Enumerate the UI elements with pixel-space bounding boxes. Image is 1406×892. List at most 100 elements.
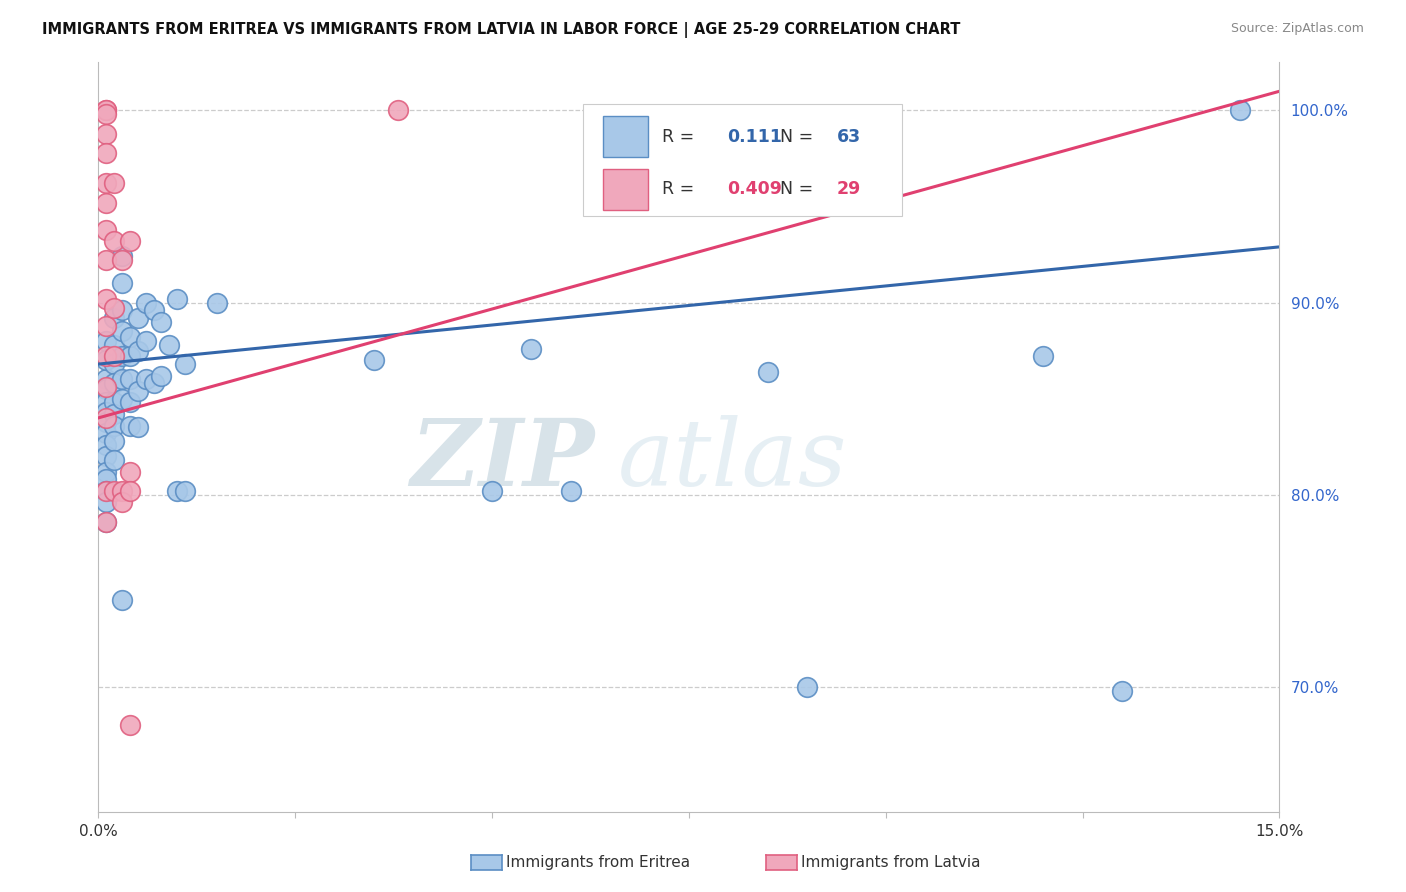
Point — [96, 450, 118, 464]
Text: 0.111: 0.111 — [727, 128, 782, 145]
Point — [111, 350, 134, 364]
Point — [96, 195, 118, 210]
Point — [103, 338, 125, 352]
Point — [96, 222, 118, 236]
Point — [103, 434, 125, 448]
Point — [103, 376, 125, 391]
Point — [96, 350, 118, 364]
Point — [96, 472, 118, 486]
FancyBboxPatch shape — [582, 103, 901, 216]
Point — [111, 392, 134, 406]
Point — [103, 395, 125, 409]
Point — [96, 292, 118, 306]
Point — [1229, 103, 1251, 118]
Point — [1111, 683, 1133, 698]
Point — [150, 368, 173, 383]
Point — [96, 103, 118, 118]
Point — [96, 353, 118, 368]
Point — [796, 680, 818, 694]
Point — [118, 350, 141, 364]
Point — [127, 310, 149, 325]
Point — [127, 384, 149, 398]
Point — [96, 483, 118, 498]
Point — [166, 292, 188, 306]
Point — [96, 438, 118, 452]
Point — [111, 593, 134, 607]
Point — [111, 253, 134, 268]
Point — [174, 357, 197, 371]
Point — [96, 465, 118, 479]
Point — [118, 372, 141, 386]
Point — [756, 365, 779, 379]
Point — [96, 103, 118, 118]
Point — [481, 483, 503, 498]
Text: Immigrants from Latvia: Immigrants from Latvia — [801, 855, 981, 870]
Point — [118, 718, 141, 732]
Point — [96, 426, 118, 441]
Point — [103, 407, 125, 421]
Point — [118, 418, 141, 433]
Point — [96, 372, 118, 386]
Point — [166, 483, 188, 498]
Point — [111, 303, 134, 318]
Point — [118, 330, 141, 344]
Point — [127, 343, 149, 358]
Point — [103, 234, 125, 248]
Point — [96, 127, 118, 141]
Text: Source: ZipAtlas.com: Source: ZipAtlas.com — [1230, 22, 1364, 36]
Point — [96, 177, 118, 191]
Point — [135, 295, 157, 310]
Point — [96, 395, 118, 409]
Point — [96, 380, 118, 394]
Point — [111, 325, 134, 339]
Point — [111, 250, 134, 264]
Text: 29: 29 — [837, 180, 860, 198]
Point — [103, 177, 125, 191]
Point — [96, 405, 118, 419]
Point — [103, 453, 125, 467]
Point — [111, 483, 134, 498]
Text: N =: N = — [780, 128, 818, 145]
Point — [150, 315, 173, 329]
Point — [96, 107, 118, 121]
Point — [111, 372, 134, 386]
Point — [127, 420, 149, 434]
Point — [96, 382, 118, 396]
Point — [1032, 350, 1054, 364]
Text: atlas: atlas — [619, 415, 848, 505]
Text: 0.409: 0.409 — [727, 180, 782, 198]
Point — [96, 495, 118, 509]
Text: R =: R = — [662, 128, 700, 145]
Point — [96, 318, 118, 333]
Point — [118, 483, 141, 498]
Point — [560, 483, 582, 498]
Point — [103, 357, 125, 371]
Text: N =: N = — [780, 180, 818, 198]
Text: 63: 63 — [837, 128, 860, 145]
Point — [111, 495, 134, 509]
Text: IMMIGRANTS FROM ERITREA VS IMMIGRANTS FROM LATVIA IN LABOR FORCE | AGE 25-29 COR: IMMIGRANTS FROM ERITREA VS IMMIGRANTS FR… — [42, 22, 960, 38]
Point — [103, 350, 125, 364]
Point — [135, 334, 157, 348]
Bar — [603, 116, 648, 157]
Point — [96, 515, 118, 529]
Point — [387, 103, 409, 118]
Point — [157, 338, 180, 352]
Point — [142, 376, 165, 391]
Point — [96, 145, 118, 160]
Point — [142, 303, 165, 318]
Point — [96, 483, 118, 498]
Point — [103, 310, 125, 325]
Point — [118, 234, 141, 248]
Point — [111, 277, 134, 291]
Point — [96, 415, 118, 429]
Point — [103, 418, 125, 433]
Point — [174, 483, 197, 498]
Point — [96, 334, 118, 348]
Point — [520, 342, 543, 356]
Point — [103, 301, 125, 316]
Point — [96, 410, 118, 425]
Text: ZIP: ZIP — [411, 415, 595, 505]
Point — [118, 465, 141, 479]
Point — [205, 295, 228, 310]
